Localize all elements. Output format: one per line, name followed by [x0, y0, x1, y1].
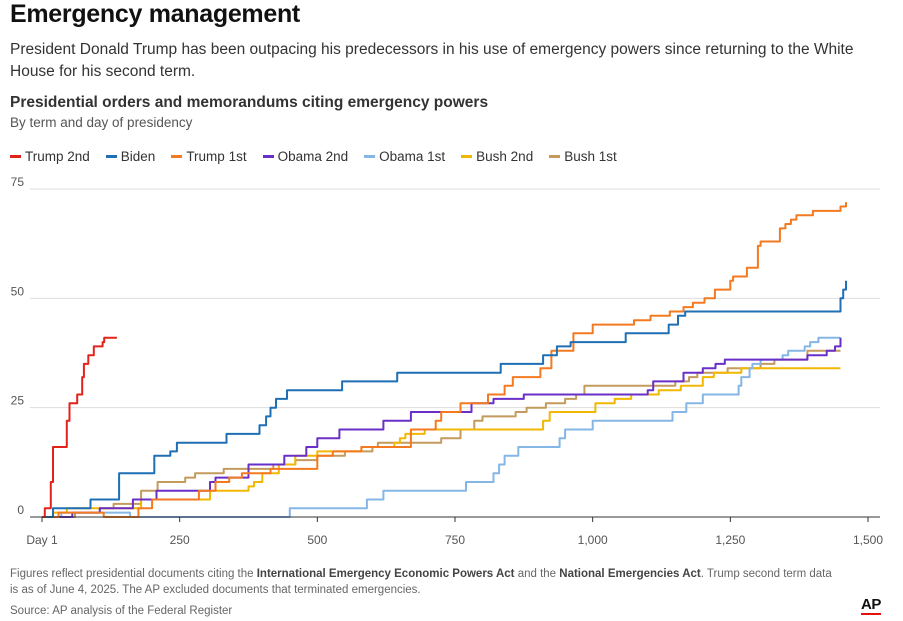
- ap-logo[interactable]: AP: [861, 596, 881, 615]
- legend-label: Bush 2nd: [476, 149, 534, 164]
- chart-title: Presidential orders and memorandums citi…: [10, 94, 489, 111]
- legend-item-bush-2nd: Bush 2nd: [461, 149, 533, 164]
- legend-swatch: [171, 155, 183, 158]
- legend-swatch: [549, 155, 561, 158]
- legend-item-biden: Biden: [105, 149, 156, 164]
- x-tick-label: Day 1: [26, 533, 58, 547]
- legend-item-trump-2nd: Trump 2nd: [10, 149, 90, 164]
- legend-swatch: [10, 155, 21, 158]
- series-line-trump-2nd: [42, 336, 117, 518]
- dek: President Donald Trump has been outpacin…: [10, 41, 854, 80]
- chart-legend: Trump 2nd Biden Trump 1st Obama 2nd Obama 1s…: [10, 149, 617, 164]
- chart-note: Figures reflect presidential documents c…: [10, 566, 840, 598]
- note-bold-ieepa: International Emergency Economic Powers …: [256, 568, 515, 580]
- series-line-bush-2nd: [42, 367, 841, 518]
- chart-subtitle: By term and day of presidency: [10, 115, 193, 130]
- legend-swatch: [105, 155, 117, 158]
- legend-label: Obama 2nd: [277, 149, 349, 164]
- grid-layer: [30, 188, 880, 409]
- x-tick-label: 1,250: [715, 533, 745, 547]
- note-bold-nea: National Emergencies Act: [559, 568, 701, 580]
- y-tick-label: 0: [17, 503, 24, 517]
- series-line-biden: [42, 280, 847, 518]
- x-tick-label: 1,500: [853, 533, 883, 547]
- y-tick-label: 50: [11, 284, 25, 298]
- series-line-bush-1st: [42, 349, 841, 518]
- legend-item-bush-1st: Bush 1st: [549, 149, 617, 164]
- x-tick-label: 500: [307, 533, 327, 547]
- series-line-obama-1st: [42, 336, 841, 518]
- legend-swatch: [262, 155, 274, 158]
- y-tick-label: 25: [11, 394, 25, 408]
- legend-swatch: [364, 155, 376, 158]
- series-layer: [42, 202, 847, 518]
- series-line-obama-2nd: [42, 337, 842, 518]
- legend-item-obama-1st: Obama 1st: [364, 149, 445, 164]
- y-tick-label: 75: [11, 175, 25, 189]
- headline: Emergency management: [10, 0, 300, 28]
- legend-label: Trump 1st: [186, 149, 247, 164]
- legend-label: Obama 1st: [379, 149, 446, 164]
- legend-item-trump-1st: Trump 1st: [171, 149, 247, 164]
- x-tick-label: 750: [445, 533, 465, 547]
- legend-label: Trump 2nd: [25, 149, 90, 164]
- legend-swatch: [461, 155, 473, 158]
- note-text-2: and the: [514, 568, 560, 580]
- source-line: Source: AP analysis of the Federal Regis…: [10, 605, 233, 617]
- legend-item-obama-2nd: Obama 2nd: [262, 149, 349, 164]
- legend-label: Bush 1st: [564, 149, 617, 164]
- axis-layer: 0 25 50 75 Day 1 250 500 750 1,000 1,250 1,500: [11, 175, 884, 547]
- x-tick-label: 1,000: [578, 533, 608, 547]
- note-text-3: . Trump second term data is as of June 4…: [10, 568, 832, 596]
- note-text-1: Figures reflect presidential documents c…: [10, 568, 257, 580]
- x-tick-label: 250: [170, 533, 190, 547]
- legend-label: Biden: [120, 149, 156, 164]
- series-line-trump-1st: [42, 202, 847, 518]
